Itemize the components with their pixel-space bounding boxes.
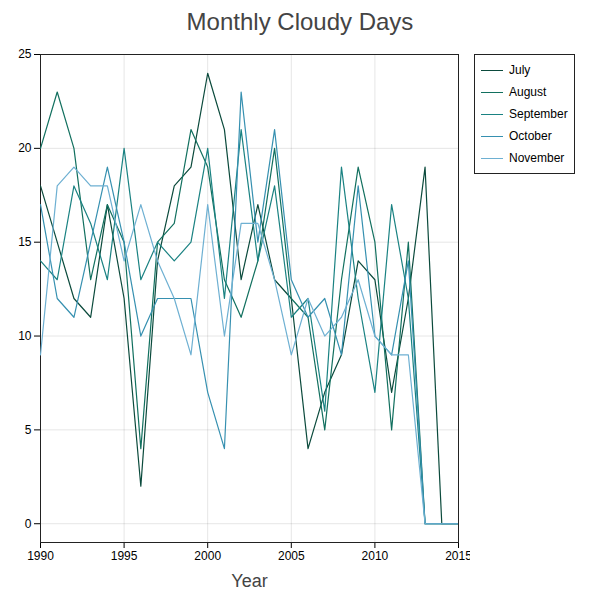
html-text:Monthly Cloudy Days: Monthly Cloudy Days: [186, 8, 414, 35]
svg-text:15: 15: [18, 235, 32, 249]
svg-text:10: 10: [18, 329, 32, 343]
svg-text:5: 5: [25, 423, 32, 437]
html-text:October: October: [509, 129, 552, 143]
html-text:August: August: [509, 85, 547, 99]
svg-text:25: 25: [18, 47, 32, 61]
svg-text:Year: Year: [231, 571, 267, 591]
html-text:September: September: [509, 107, 568, 121]
svg-text:1995: 1995: [111, 549, 138, 563]
svg-text:1990: 1990: [27, 549, 54, 563]
svg-text:2015: 2015: [445, 549, 470, 563]
html-text:November: November: [509, 151, 565, 165]
svg-text:2010: 2010: [362, 549, 389, 563]
html-text:July: July: [509, 63, 531, 77]
svg-text:2000: 2000: [194, 549, 221, 563]
svg-text:20: 20: [18, 141, 32, 155]
svg-text:2005: 2005: [278, 549, 305, 563]
svg-text:0: 0: [25, 517, 32, 531]
